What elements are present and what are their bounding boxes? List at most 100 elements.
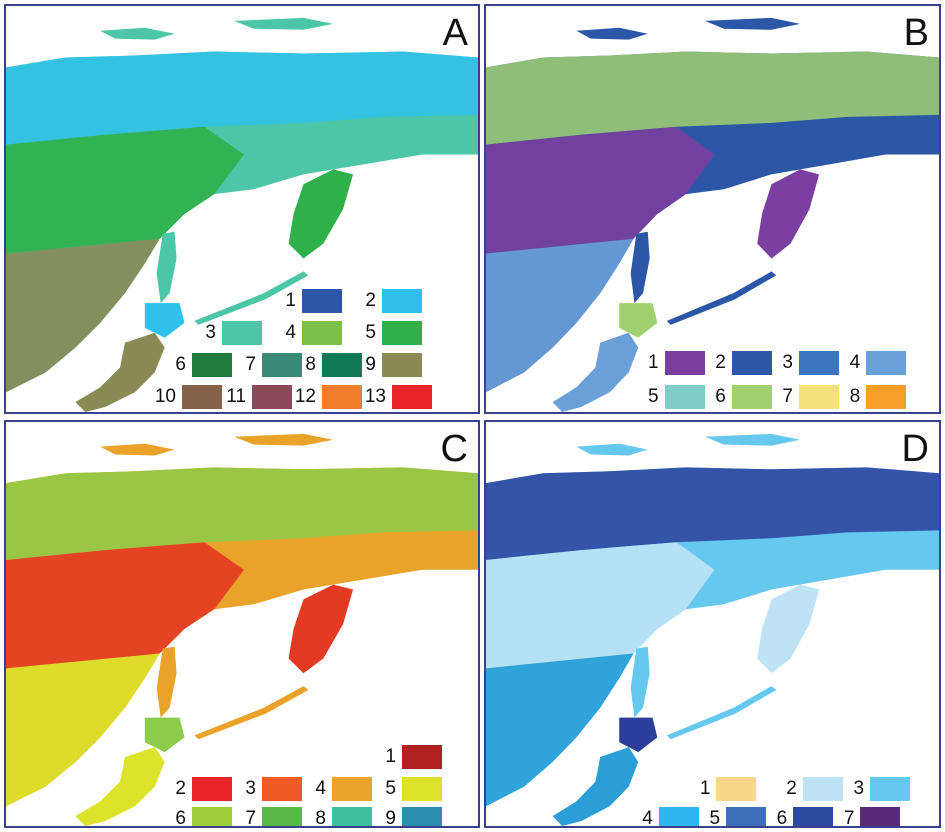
legend-item-10: 10 xyxy=(150,385,222,409)
legend-label: 1 xyxy=(285,290,296,311)
legend-swatch xyxy=(716,777,757,802)
land-band-south xyxy=(6,653,160,807)
land-hokkaido xyxy=(144,303,185,338)
legend-label: 9 xyxy=(365,354,376,375)
legend-label: 12 xyxy=(294,386,316,407)
legend-swatch xyxy=(192,777,232,802)
map-panel-d: D 1 2 3 4 5 6 7 xyxy=(484,420,941,828)
panel-label: B xyxy=(903,12,929,54)
legend-item-5: 5 xyxy=(633,385,705,409)
legend-item-1: 1 xyxy=(270,289,342,313)
legend-swatch xyxy=(866,351,907,375)
legend-item-1: 1 xyxy=(684,777,757,802)
legend-label: 2 xyxy=(365,290,376,311)
land-band-middle xyxy=(6,126,244,254)
legend-swatch xyxy=(192,807,232,826)
legend-swatch xyxy=(664,351,705,375)
legend-swatch xyxy=(332,807,372,826)
legend-item-4: 4 xyxy=(300,777,372,802)
legend-item-7: 7 xyxy=(767,385,839,409)
legend-label: 7 xyxy=(843,808,855,828)
legend-swatch xyxy=(222,321,262,345)
land-group xyxy=(486,17,939,412)
legend-swatch xyxy=(731,385,772,409)
map-panel-b: B 1 2 3 4 5 6 7 8 xyxy=(484,4,941,414)
legend-item-6: 6 xyxy=(700,385,772,409)
map-panel-c: C 1 2 3 4 5 6 7 8 9 xyxy=(4,420,480,828)
legend-swatch xyxy=(392,385,432,409)
legend-label: 3 xyxy=(205,322,216,343)
land-japan xyxy=(552,332,639,412)
legend-item-5: 5 xyxy=(350,321,422,345)
legend-item-3: 3 xyxy=(190,321,262,345)
legend-item-8: 8 xyxy=(290,353,362,377)
legend-swatch xyxy=(866,385,907,409)
legend-swatch xyxy=(726,807,767,826)
legend-label: 8 xyxy=(305,354,316,375)
legend-item-2: 2 xyxy=(160,777,232,802)
land-band-north xyxy=(6,51,478,145)
legend-swatch xyxy=(798,385,839,409)
land-kamchatka xyxy=(757,584,820,674)
panel-label: D xyxy=(901,428,929,470)
legend-swatch xyxy=(731,351,772,375)
land-kamchatka xyxy=(757,169,820,259)
land-sakhalin xyxy=(156,231,177,304)
legend-item-3: 3 xyxy=(230,777,302,802)
legend-item-7: 7 xyxy=(828,807,901,828)
legend-label: 1 xyxy=(647,352,659,373)
land-hokkaido xyxy=(144,717,185,753)
legend-swatch xyxy=(332,777,372,802)
land-band-middle xyxy=(6,542,244,669)
land-group xyxy=(6,433,478,826)
land-sakhalin xyxy=(156,646,177,718)
land-arctic-islands xyxy=(100,17,334,40)
legend-label: 7 xyxy=(782,386,793,407)
map-a xyxy=(6,17,478,412)
legend-swatch xyxy=(402,777,442,802)
legend-item-1: 1 xyxy=(633,351,705,375)
legend-item-2: 2 xyxy=(350,289,422,313)
land-group xyxy=(486,433,939,826)
legend-swatch xyxy=(382,321,422,345)
land-band-north xyxy=(486,467,939,560)
legend-label: 6 xyxy=(175,808,186,828)
legend-swatch xyxy=(302,321,342,345)
land-arctic-islands xyxy=(576,17,801,40)
legend-swatch xyxy=(262,353,302,377)
legend-item-4: 4 xyxy=(270,321,342,345)
legend-item-8: 8 xyxy=(300,807,372,826)
land-kuril-islands xyxy=(666,686,777,740)
legend-swatch xyxy=(252,385,292,409)
legend-swatch xyxy=(860,807,901,826)
land-band-south xyxy=(486,238,634,393)
legend-item-7: 7 xyxy=(230,353,302,377)
legend-label: 4 xyxy=(849,352,861,373)
legend-label: 13 xyxy=(364,386,386,407)
map-c xyxy=(6,433,478,826)
legend-label: 2 xyxy=(175,778,186,800)
legend-item-8: 8 xyxy=(834,385,907,409)
legend-swatch xyxy=(192,353,232,377)
legend-label: 10 xyxy=(154,386,176,407)
land-arctic-islands xyxy=(576,433,801,456)
legend-label: 1 xyxy=(385,746,396,768)
legend-swatch xyxy=(322,385,362,409)
land-band-north xyxy=(6,467,478,560)
legend-item-12: 12 xyxy=(290,385,362,409)
land-kamchatka xyxy=(288,584,354,674)
legend-label: 2 xyxy=(715,352,726,373)
legend-label: 3 xyxy=(853,778,865,800)
land-band-middle xyxy=(486,542,715,669)
legend-item-6: 6 xyxy=(761,807,834,826)
land-japan xyxy=(552,747,639,826)
land-hokkaido xyxy=(619,303,658,338)
land-group xyxy=(6,17,478,412)
legend-swatch xyxy=(402,745,442,770)
legend-swatch xyxy=(658,807,699,826)
land-band-north xyxy=(486,51,939,145)
legend-item-5: 5 xyxy=(370,777,442,802)
map-b xyxy=(486,17,939,412)
legend-item-3: 3 xyxy=(767,351,839,375)
map-panel-a: A 1 2 3 4 5 6 7 8 9 10 11 12 13 xyxy=(4,4,480,414)
